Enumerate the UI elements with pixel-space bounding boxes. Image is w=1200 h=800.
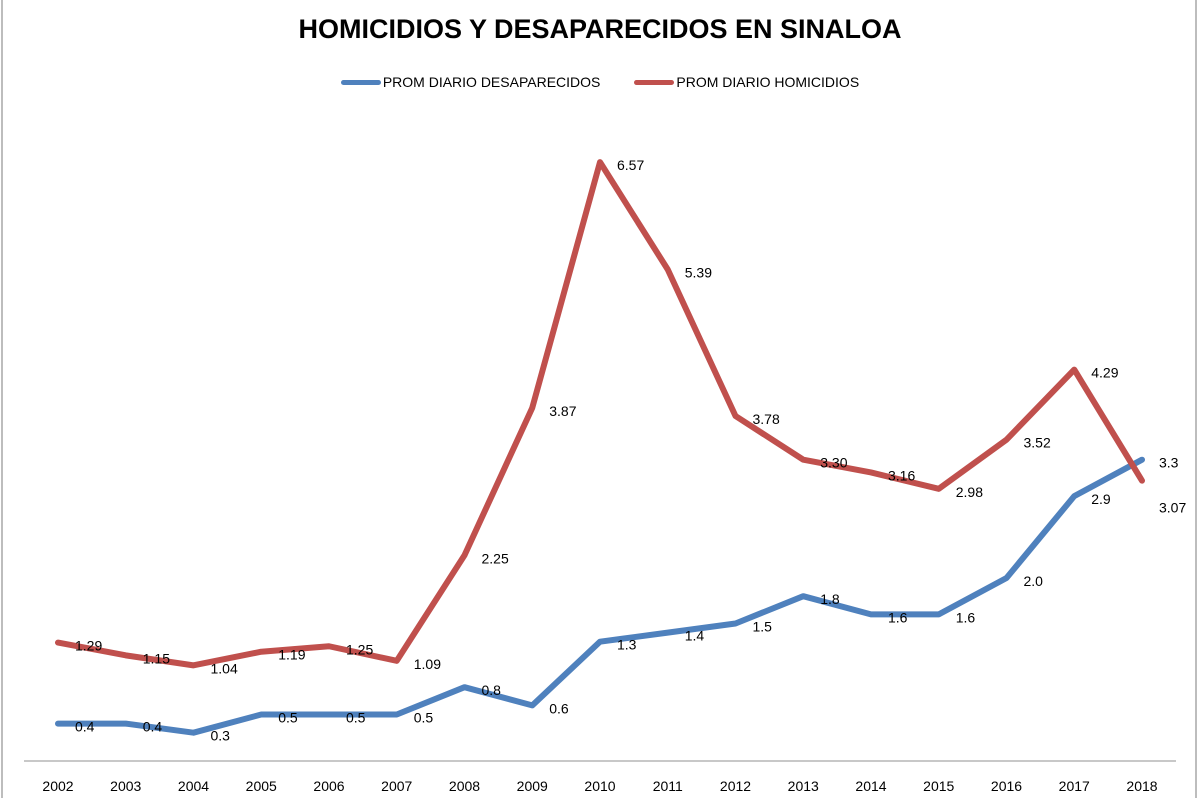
data-label: 0.3: [211, 728, 231, 744]
x-tick-label: 2003: [110, 778, 141, 794]
data-label: 4.29: [1091, 365, 1118, 381]
data-label: 3.07: [1159, 500, 1186, 516]
data-label: 5.39: [685, 265, 712, 281]
x-tick-label: 2002: [42, 778, 73, 794]
series-line-desaparecidos: [55, 456, 1145, 736]
x-tick-label: 2009: [517, 778, 548, 794]
data-label: 1.25: [346, 641, 373, 657]
chart-title: HOMICIDIOS Y DESAPARECIDOS EN SINALOA: [298, 14, 902, 44]
legend: PROM DIARIO DESAPARECIDOS PROM DIARIO HO…: [0, 74, 1200, 90]
x-tick-label: 2005: [246, 778, 277, 794]
data-label: 1.5: [753, 619, 773, 635]
x-tick-label: 2011: [653, 778, 683, 794]
data-label: 1.6: [888, 609, 908, 625]
data-label: 1.15: [143, 650, 170, 666]
legend-label-homicidios: PROM DIARIO HOMICIDIOS: [676, 74, 860, 90]
data-label: 3.3: [1159, 455, 1179, 471]
data-label: 2.9: [1091, 491, 1111, 507]
data-label: 0.6: [549, 700, 569, 716]
data-label: 0.5: [414, 710, 434, 726]
data-label: 3.16: [888, 467, 915, 483]
data-label: 2.0: [1024, 573, 1044, 589]
data-label: 2.25: [482, 550, 509, 566]
legend-item-homicidios: PROM DIARIO HOMICIDIOS: [634, 74, 859, 90]
data-label: 3.52: [1024, 435, 1051, 451]
x-tick-label: 2007: [381, 778, 412, 794]
data-label: 3.78: [753, 411, 780, 427]
data-label: 0.4: [75, 719, 95, 735]
x-tick-label: 2012: [720, 778, 751, 794]
legend-item-desaparecidos: PROM DIARIO DESAPARECIDOS: [340, 74, 601, 90]
x-tick-label: 2014: [855, 778, 886, 794]
x-tick-label: 2018: [1126, 778, 1157, 794]
data-label: 1.29: [75, 638, 102, 654]
x-tick-label: 2008: [449, 778, 480, 794]
data-label: 0.8: [482, 682, 502, 698]
data-label: 2.98: [956, 484, 983, 500]
x-tick-label: 2006: [313, 778, 344, 794]
data-label: 1.3: [617, 637, 637, 653]
data-label: 0.5: [346, 710, 366, 726]
legend-swatch-desaparecidos: [340, 79, 381, 85]
data-label: 1.09: [414, 656, 441, 672]
data-label: 1.19: [278, 647, 305, 663]
data-label: 0.5: [278, 710, 298, 726]
data-label: 6.57: [617, 157, 644, 173]
x-tick-label: 2004: [178, 778, 209, 794]
data-label: 3.30: [820, 455, 847, 471]
data-label: 1.04: [211, 660, 238, 676]
x-tick-label: 2013: [788, 778, 819, 794]
legend-swatch-homicidios: [634, 79, 675, 85]
x-tick-label: 2017: [1059, 778, 1090, 794]
x-tick-label: 2010: [584, 778, 615, 794]
data-label: 0.4: [143, 719, 163, 735]
data-label: 1.4: [685, 628, 705, 644]
data-label: 1.6: [956, 609, 976, 625]
data-label: 3.87: [549, 403, 576, 419]
x-tick-label: 2015: [923, 778, 954, 794]
legend-label-desaparecidos: PROM DIARIO DESAPARECIDOS: [382, 74, 601, 90]
data-label: 1.8: [820, 591, 840, 607]
x-tick-label: 2016: [991, 778, 1022, 794]
